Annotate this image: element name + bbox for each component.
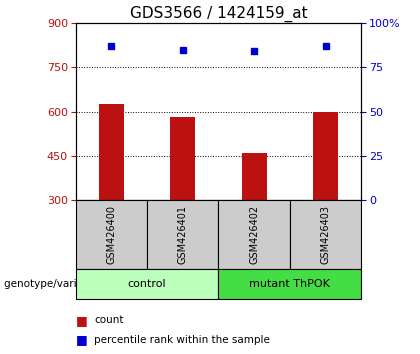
Title: GDS3566 / 1424159_at: GDS3566 / 1424159_at: [130, 5, 307, 22]
Text: control: control: [128, 279, 166, 289]
Bar: [170, 118, 195, 200]
Text: ■: ■: [76, 314, 87, 327]
Text: ■: ■: [76, 333, 87, 346]
Text: mutant ThPOK: mutant ThPOK: [249, 279, 330, 289]
Text: genotype/variation ▶: genotype/variation ▶: [4, 279, 115, 289]
Bar: [241, 153, 267, 200]
Text: percentile rank within the sample: percentile rank within the sample: [94, 335, 270, 345]
Text: count: count: [94, 315, 124, 325]
Text: GSM426403: GSM426403: [320, 205, 331, 264]
Bar: [313, 112, 338, 200]
Bar: [99, 104, 124, 200]
Text: GSM426401: GSM426401: [178, 205, 188, 264]
Text: GSM426402: GSM426402: [249, 205, 259, 264]
Text: GSM426400: GSM426400: [106, 205, 116, 264]
